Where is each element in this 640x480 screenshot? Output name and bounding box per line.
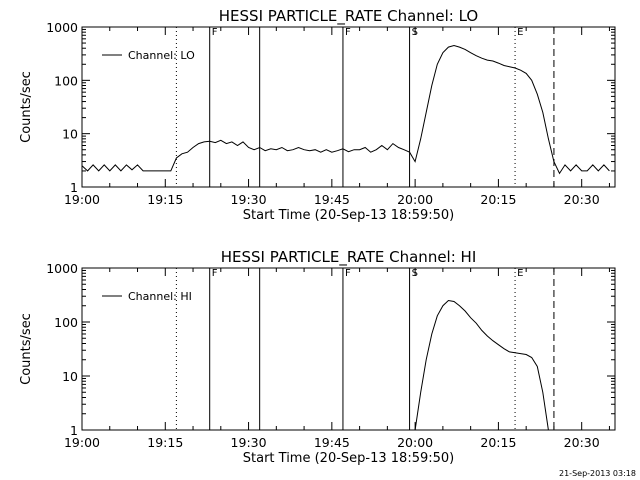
x-tick-label: 19:00: [64, 435, 100, 450]
event-label: S: [412, 27, 418, 38]
y-tick-label: 10: [62, 127, 78, 142]
y-axis-label: Counts/sec: [19, 71, 34, 143]
y-tick-label: 1000: [46, 20, 78, 35]
x-axis-label: Start Time (20-Sep-13 18:59:50): [243, 451, 454, 466]
y-tick-label: 1: [70, 423, 78, 438]
y-tick-label: 1000: [46, 261, 78, 276]
event-label: F: [345, 27, 351, 38]
event-label: F: [212, 268, 218, 279]
x-tick-label: 19:45: [314, 192, 350, 207]
y-tick-label: 100: [54, 315, 78, 330]
y-axis-label: Counts/sec: [19, 313, 34, 385]
x-tick-label: 20:30: [564, 435, 600, 450]
series-line: [414, 299, 549, 431]
event-label: F: [212, 27, 218, 38]
x-tick-label: 19:00: [64, 192, 100, 207]
x-tick-label: 19:15: [147, 192, 183, 207]
series-line: [81, 44, 610, 175]
y-tick-label: 1: [70, 180, 78, 195]
x-tick-label: 20:00: [397, 192, 433, 207]
legend-label: Channel: HI: [128, 290, 192, 303]
x-tick-label: 19:30: [231, 435, 267, 450]
x-tick-label: 20:15: [480, 435, 516, 450]
x-axis-label: Start Time (20-Sep-13 18:59:50): [243, 208, 454, 223]
event-label: E: [517, 268, 523, 279]
legend-label: Channel: LO: [128, 49, 195, 62]
chart-title: HESSI PARTICLE_RATE Channel: HI: [221, 248, 477, 267]
x-tick-label: 20:30: [564, 192, 600, 207]
x-tick-label: 19:30: [231, 192, 267, 207]
chart-panel-2: HESSI PARTICLE_RATE Channel: HI 1 10 100 100…: [19, 248, 616, 466]
event-label: F: [345, 268, 351, 279]
y-tick-label: 10: [62, 369, 78, 384]
x-tick-label: 19:15: [147, 435, 183, 450]
event-label: E: [517, 27, 523, 38]
event-label: S: [412, 268, 418, 279]
chart-panel-1: HESSI PARTICLE_RATE Channel: LO 1 10 100 100…: [19, 7, 616, 223]
y-tick-label: 100: [54, 73, 78, 88]
x-tick-label: 20:15: [480, 192, 516, 207]
chart-title: HESSI PARTICLE_RATE Channel: LO: [219, 7, 478, 26]
x-tick-label: 20:00: [397, 435, 433, 450]
timestamp-stamp: 21-Sep-2013 03:18: [559, 469, 636, 478]
x-tick-label: 19:45: [314, 435, 350, 450]
